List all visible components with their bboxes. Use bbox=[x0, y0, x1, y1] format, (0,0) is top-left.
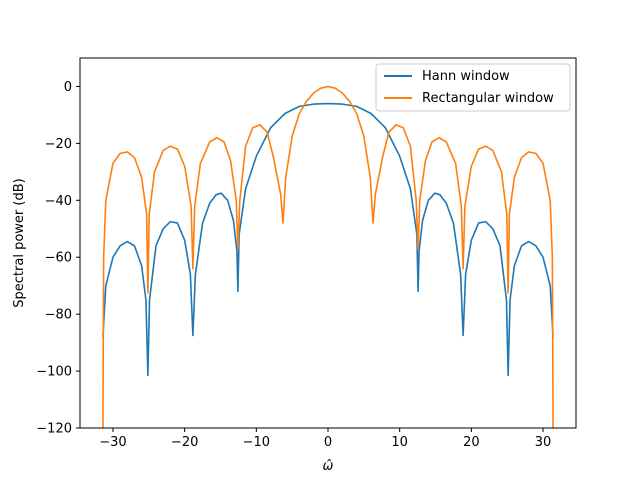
x-tick-label: −20 bbox=[171, 435, 198, 450]
series-layer bbox=[102, 85, 554, 428]
y-tick-label: −60 bbox=[45, 251, 72, 266]
y-tick-label: −100 bbox=[36, 365, 72, 380]
x-tick-label: 30 bbox=[535, 435, 552, 450]
x-tick-label: 10 bbox=[391, 435, 408, 450]
x-axis-label: ω̂ bbox=[323, 459, 334, 474]
legend-box bbox=[375, 63, 571, 112]
x-tick-label: 20 bbox=[463, 435, 480, 450]
y-tick-label: −20 bbox=[45, 137, 72, 152]
legend: Hann window Rectangular window bbox=[375, 63, 571, 112]
y-axis: 0 −20 −40 −60 −80 −100 −120 bbox=[36, 80, 80, 437]
series-line-hann bbox=[102, 102, 554, 377]
y-tick-label: 0 bbox=[64, 80, 72, 95]
x-tick-label: −30 bbox=[99, 435, 126, 450]
y-tick-label: −120 bbox=[36, 422, 72, 437]
legend-label-hann: Hann window bbox=[422, 69, 510, 84]
y-tick-label: −80 bbox=[45, 308, 72, 323]
x-tick-label: 0 bbox=[324, 435, 332, 450]
y-axis-label: Spectral power (dB) bbox=[12, 178, 27, 307]
y-tick-label: −40 bbox=[45, 194, 72, 209]
x-axis: −30 −20 −10 0 10 20 30 bbox=[99, 428, 551, 450]
x-tick-label: −10 bbox=[243, 435, 270, 450]
series-line-rectangular bbox=[102, 85, 554, 428]
legend-label-rectangular: Rectangular window bbox=[422, 91, 554, 106]
